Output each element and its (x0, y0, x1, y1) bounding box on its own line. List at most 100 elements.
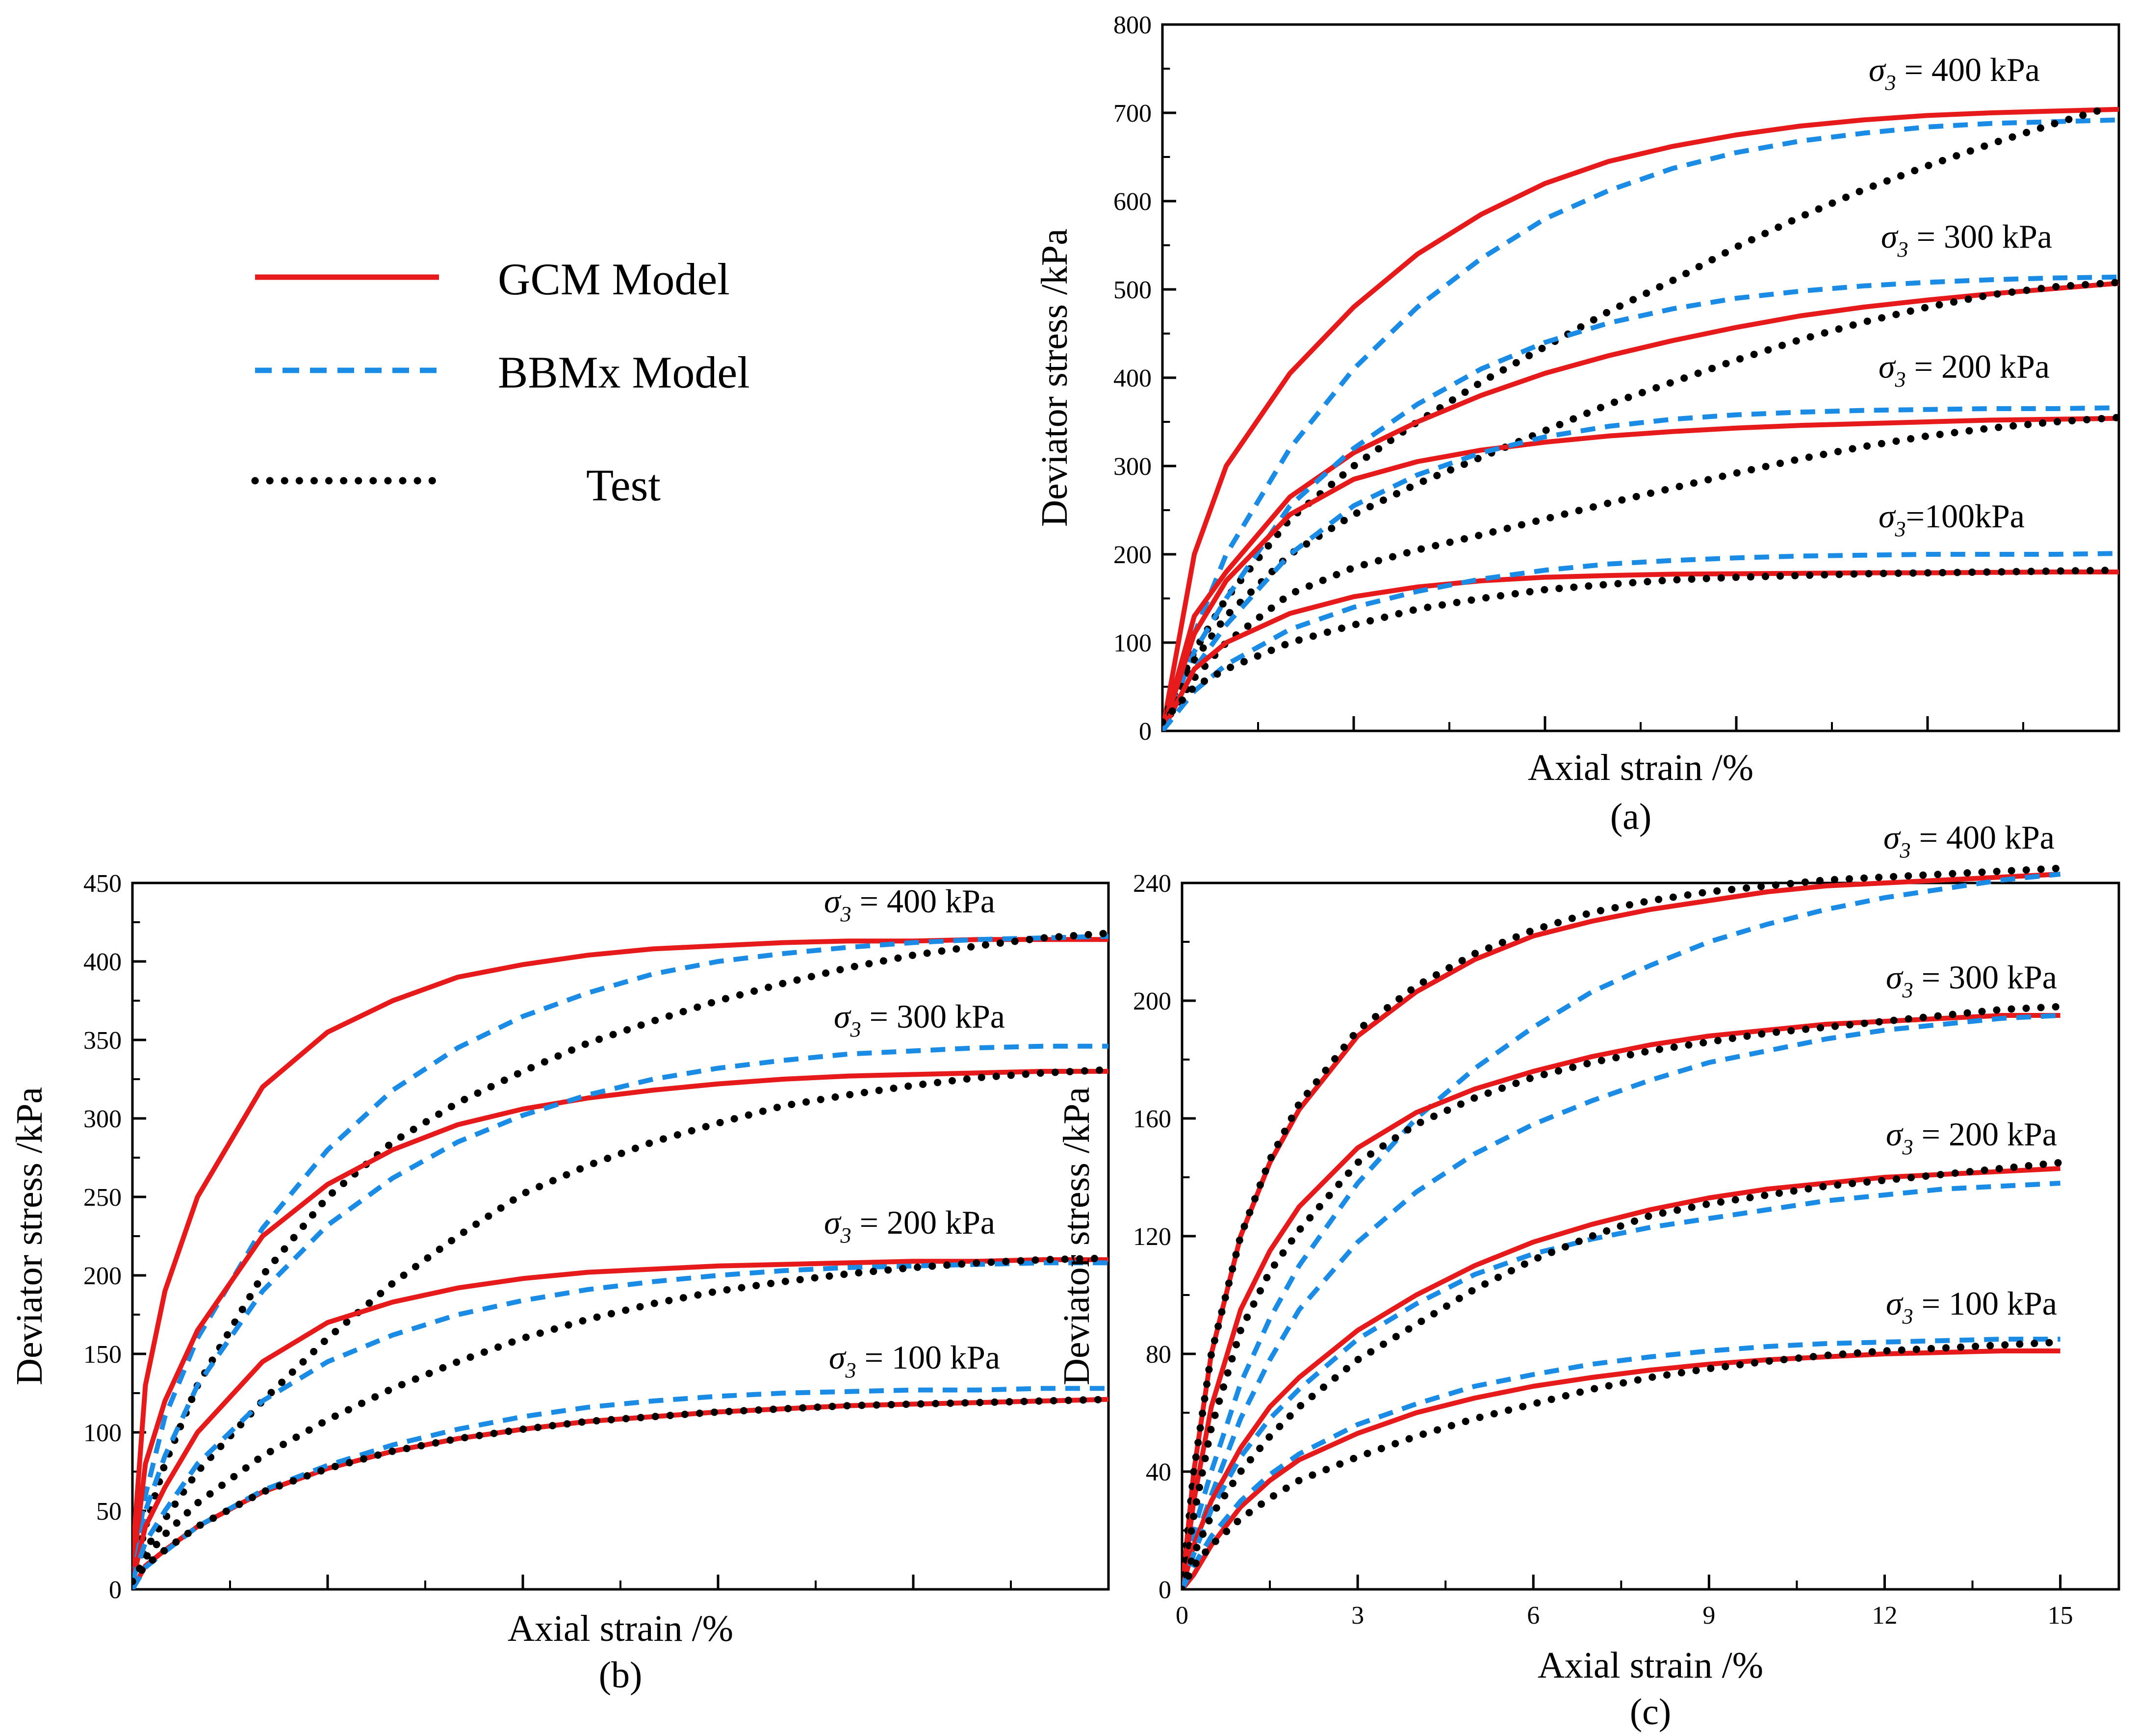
series-line-c-bbmx-model-100kpa (1182, 1337, 2060, 1589)
y-tick-label-a: 400 (1113, 364, 1152, 392)
x-axis-label-c: Axial strain /% (1538, 1645, 1763, 1686)
annotation-subscript: 3 (1900, 838, 1911, 862)
x-axis-label-a: Axial strain /% (1528, 747, 1753, 788)
series-line-b-bbmx-model-100kpa (132, 1386, 1108, 1589)
annotation-symbol: σ (1879, 348, 1896, 385)
x-tick-label-c: 0 (1176, 1602, 1188, 1630)
y-tick-label-c: 240 (1133, 870, 1171, 898)
annotation-subscript: 3 (1902, 978, 1913, 1002)
legend-label-gcm: GCM Model (498, 254, 730, 304)
y-tick-label-c: 0 (1159, 1576, 1171, 1604)
chart-a: 0 100 200 300 400 500 600 700 800 Axial strain /%… (1034, 11, 2120, 837)
y-tick-label-a: 200 (1113, 541, 1152, 569)
y-tick-label-a: 700 (1113, 100, 1152, 128)
series-line-b-bbmx-model-400kpa (132, 933, 1108, 1574)
series-line-b-bbmx-model-200kpa (132, 1260, 1108, 1582)
y-tick-label-c: 200 (1133, 987, 1171, 1015)
x-tick-label-c: 3 (1351, 1602, 1364, 1630)
series-line-c-gcm-model-100kpa (1182, 1348, 2060, 1589)
annotation-a-3: σ3=100kPa (1879, 497, 2025, 541)
series-line-b-test-100kpa (132, 1396, 1108, 1585)
series-line-b-gcm-model-200kpa (132, 1257, 1108, 1582)
annotation-symbol: σ (1869, 51, 1886, 88)
x-tick-label-c: 6 (1527, 1602, 1540, 1630)
annotation-symbol: σ (1886, 1285, 1904, 1322)
series-line-c-bbmx-model-300kpa (1182, 1013, 2060, 1589)
annotation-subscript: 3 (1902, 1304, 1913, 1328)
y-tick-label-a: 100 (1113, 629, 1152, 657)
series-line-c-gcm-model-300kpa (1182, 1013, 2060, 1589)
y-tick-label-c: 160 (1133, 1105, 1171, 1133)
annotation-text: = 400 kPa (851, 882, 995, 920)
y-tick-label-b: 0 (109, 1576, 122, 1604)
annotation-text: = 100 kPa (856, 1339, 1000, 1376)
legend-label-bbmx: BBMx Model (498, 347, 750, 397)
y-axis-label-a: Deviator stress /kPa (1034, 229, 1075, 527)
annotation-text: = 400 kPa (1911, 819, 2055, 856)
legend-label-test: Test (586, 460, 661, 510)
annotation-text: = 200 kPa (1913, 1115, 2057, 1153)
x-tick-label-c: 9 (1702, 1602, 1715, 1630)
y-tick-label-b: 150 (83, 1341, 122, 1369)
annotation-a-2: σ3 = 200 kPa (1879, 348, 2050, 391)
y-tick-label-a: 500 (1113, 276, 1152, 304)
x-axis-label-b: Axial strain /% (508, 1608, 733, 1649)
annotation-c-2: σ3 = 200 kPa (1886, 1115, 2057, 1159)
annotation-text: = 300 kPa (861, 998, 1005, 1035)
annotation-symbol: σ (834, 998, 851, 1035)
annotation-c-0: σ3 = 400 kPa (1883, 819, 2055, 862)
annotation-subscript: 3 (840, 902, 851, 926)
series-line-a-bbmx-model-100kpa (1162, 551, 2119, 731)
y-tick-label-a: 800 (1113, 11, 1152, 39)
annotation-a-1: σ3 = 300 kPa (1881, 218, 2052, 261)
annotation-text: = 400 kPa (1896, 51, 2040, 88)
annotation-symbol: σ (1879, 497, 1896, 535)
y-tick-label-b: 300 (83, 1105, 122, 1133)
annotation-subscript: 3 (1902, 1135, 1913, 1159)
series-line-a-test-200kpa (1162, 414, 2119, 730)
annotation-symbol: σ (1886, 959, 1904, 996)
annotation-text: = 200 kPa (851, 1204, 995, 1241)
series-line-c-test-300kpa (1182, 1003, 2064, 1589)
annotation-b-2: σ3 = 200 kPa (824, 1204, 995, 1247)
series-line-a-gcm-model-300kpa (1162, 281, 2119, 731)
annotation-subscript: 3 (845, 1358, 856, 1382)
series-line-b-test-400kpa (132, 929, 1108, 1585)
y-tick-label-a: 300 (1113, 453, 1152, 481)
chart-caption-a: (a) (1610, 796, 1651, 837)
annotation-b-0: σ3 = 400 kPa (824, 882, 995, 926)
annotation-subscript: 3 (850, 1017, 861, 1041)
series-line-b-test-300kpa (132, 1066, 1108, 1585)
y-tick-label-b: 400 (83, 948, 122, 976)
series-line-a-gcm-model-400kpa (1162, 106, 2119, 731)
y-tick-label-b: 250 (83, 1184, 122, 1212)
annotation-subscript: 3 (1885, 71, 1896, 95)
series-line-c-test-100kpa (1182, 1338, 2064, 1589)
annotation-symbol: σ (1881, 218, 1899, 255)
y-tick-label-a: 600 (1113, 188, 1152, 216)
series-line-b-bbmx-model-300kpa (132, 1043, 1108, 1582)
annotation-text: = 100 kPa (1913, 1285, 2057, 1322)
annotation-b-1: σ3 = 300 kPa (834, 998, 1005, 1041)
series-line-c-gcm-model-400kpa (1182, 872, 2060, 1589)
annotation-b-3: σ3 = 100 kPa (829, 1339, 1000, 1382)
series-line-a-gcm-model-200kpa (1162, 415, 2119, 731)
annotation-text: =100kPa (1906, 497, 2025, 535)
chart-caption-c: (c) (1630, 1691, 1671, 1733)
y-tick-label-b: 200 (83, 1262, 122, 1290)
annotation-a-0: σ3 = 400 kPa (1869, 51, 2040, 95)
series-line-c-test-200kpa (1182, 1159, 2064, 1589)
annotation-symbol: σ (1886, 1115, 1904, 1153)
annotation-c-1: σ3 = 300 kPa (1886, 959, 2057, 1002)
series-line-a-gcm-model-100kpa (1162, 570, 2119, 731)
annotation-text: = 300 kPa (1913, 959, 2057, 996)
chart-caption-b: (b) (599, 1655, 643, 1696)
series-line-a-bbmx-model-400kpa (1162, 117, 2119, 731)
annotation-symbol: σ (829, 1339, 847, 1376)
annotation-subscript: 3 (1895, 517, 1906, 541)
y-tick-label-c: 40 (1146, 1458, 1171, 1486)
y-tick-label-b: 50 (96, 1498, 122, 1526)
y-axis-label-b: Deviator stress /kPa (9, 1087, 50, 1385)
